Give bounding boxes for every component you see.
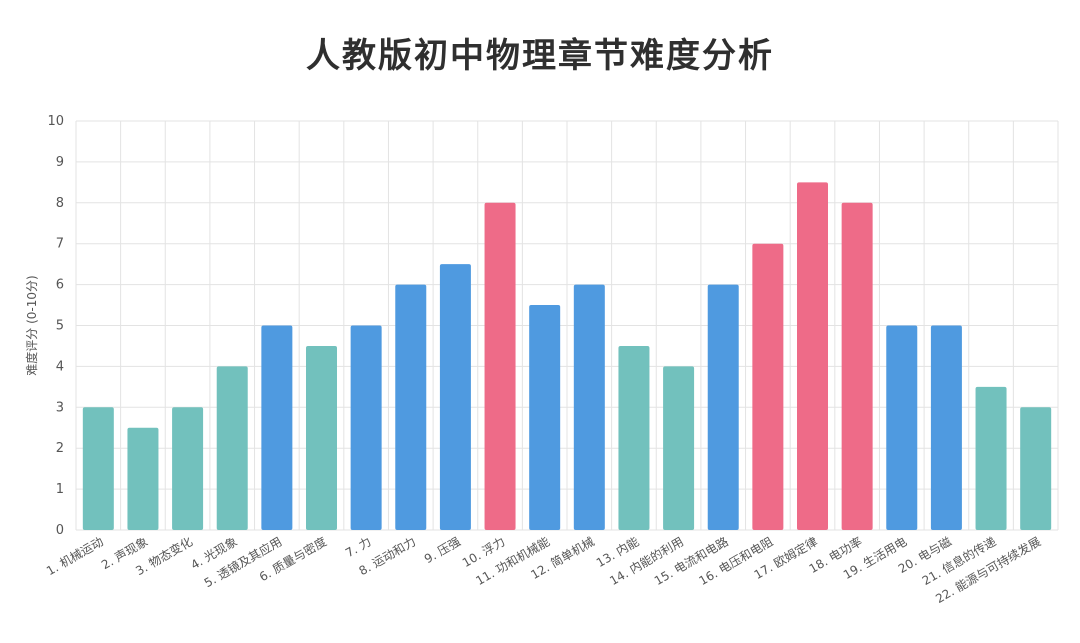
bar — [797, 182, 828, 530]
bar — [439, 264, 471, 530]
x-tick-label: 14. 内能的利用 — [607, 534, 686, 588]
bar — [618, 345, 650, 530]
chart-title: 人教版初中物理章节难度分析 — [306, 36, 774, 76]
y-tick-label: 7 — [56, 237, 64, 252]
bar — [1020, 407, 1052, 530]
y-tick-label: 6 — [56, 278, 64, 293]
bar — [752, 243, 784, 530]
y-tick-label: 9 — [56, 155, 64, 170]
bar — [484, 202, 516, 531]
x-tick-label: 5. 透镜及其应用 — [201, 534, 284, 591]
y-tick-label: 5 — [56, 319, 64, 334]
bar — [127, 427, 159, 530]
bar — [841, 202, 873, 531]
bar — [261, 325, 293, 530]
bar — [930, 325, 962, 530]
y-tick-label: 4 — [56, 359, 64, 374]
bar — [707, 284, 739, 530]
bar — [975, 386, 1007, 530]
x-tick-label: 1. 机械运动 — [44, 534, 106, 579]
y-tick-label: 3 — [56, 400, 64, 415]
bar — [395, 284, 427, 530]
bar — [82, 407, 114, 530]
y-tick-label: 2 — [56, 441, 64, 456]
bar — [886, 325, 918, 530]
y-axis-title: 难度评分 (0-10分) — [24, 275, 39, 375]
bar — [663, 366, 695, 530]
bar — [529, 305, 561, 530]
x-tick-label: 9. 压强 — [422, 534, 463, 566]
bar — [573, 284, 605, 530]
x-tick-label: 11. 功和机械能 — [473, 534, 552, 588]
y-tick-label: 10 — [47, 114, 64, 129]
x-tick-label: 7. 力 — [343, 534, 374, 560]
x-tick-label: 15. 电流和电路 — [651, 534, 730, 588]
y-tick-label: 1 — [56, 482, 64, 497]
bar — [216, 366, 248, 530]
y-tick-label: 8 — [56, 196, 64, 211]
bar — [306, 345, 337, 530]
y-tick-label: 0 — [56, 523, 64, 538]
bar — [350, 325, 382, 530]
bar — [172, 407, 204, 530]
